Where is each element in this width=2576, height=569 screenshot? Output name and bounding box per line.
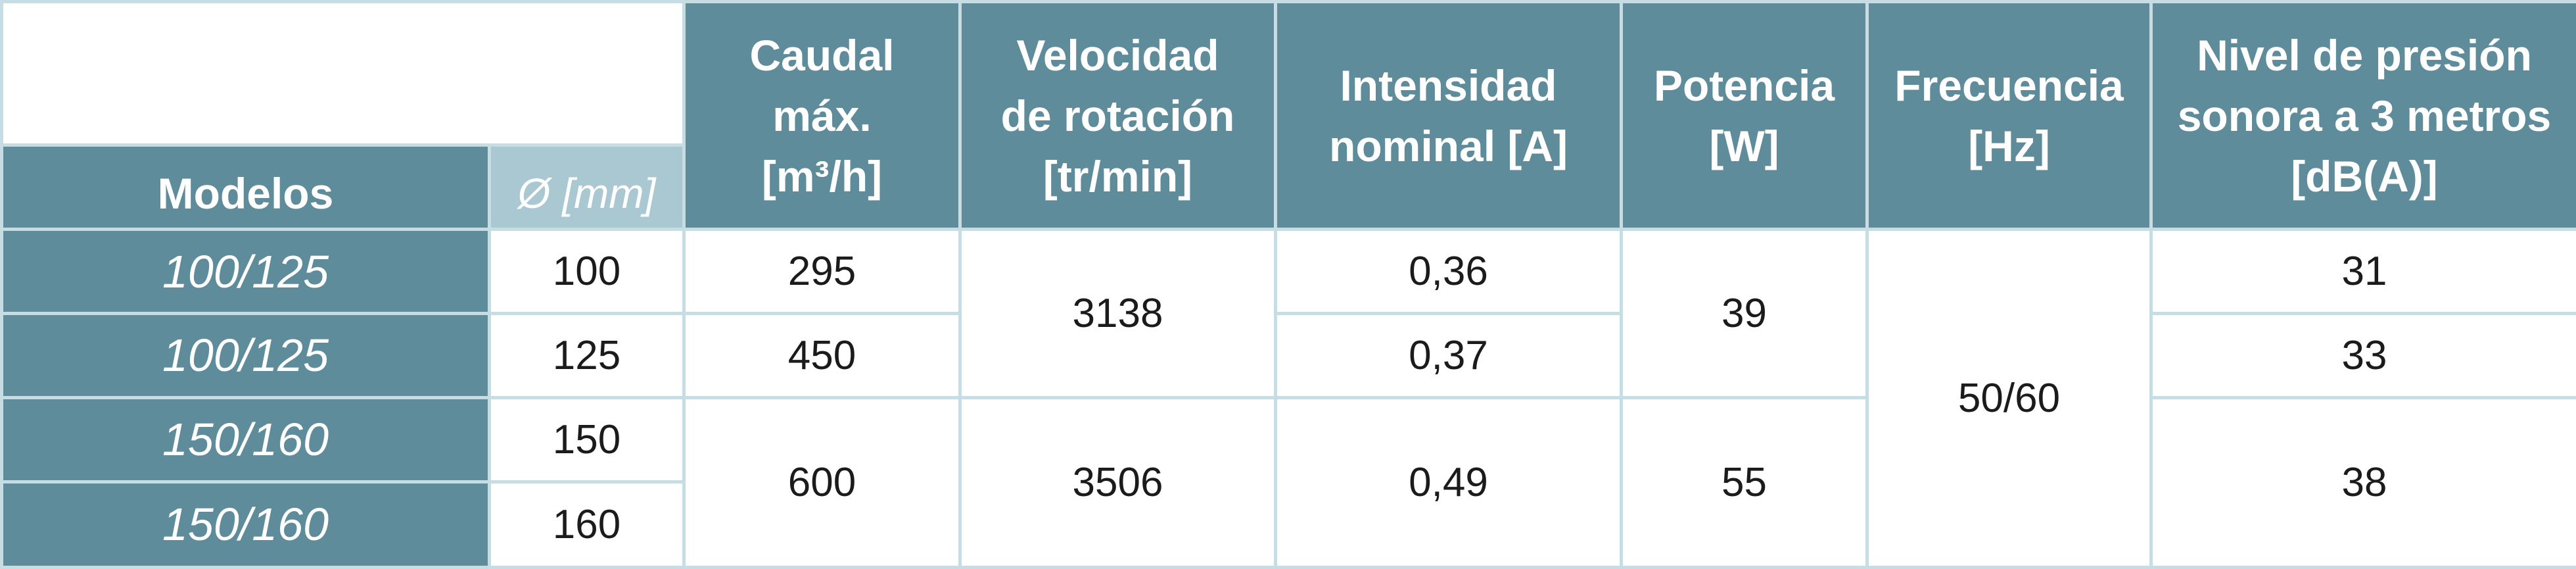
diameter-cell: 160	[488, 480, 686, 569]
diameter-cell: 150	[488, 395, 686, 483]
nivel-cell: 33	[2149, 312, 2576, 399]
header-intensidad: Intensidad nominal [A]	[1274, 0, 1623, 232]
header-row-bottom: Modelos Ø [mm]	[0, 143, 2576, 232]
velocidad-cell: 3506	[958, 395, 1277, 569]
header-modelos: Modelos	[0, 143, 491, 232]
diameter-cell: 100	[488, 228, 686, 315]
diameter-cell: 125	[488, 312, 686, 399]
table-row: 100/125 125 450 0,37 33	[0, 312, 2576, 399]
header-frecuencia: Frecuencia [Hz]	[1865, 0, 2153, 232]
table-row: 150/160 150 600 3506 0,49 55 38	[0, 395, 2576, 569]
frecuencia-cell: 50/60	[1865, 228, 2153, 569]
potencia-cell: 55	[1620, 395, 1869, 569]
intensidad-cell: 0,36	[1274, 228, 1623, 315]
table-row: 150/160 160	[0, 480, 2576, 569]
header-potencia: Potencia [W]	[1620, 0, 1869, 232]
caudal-cell: 450	[682, 312, 962, 399]
header-diametro: Ø [mm]	[488, 143, 686, 232]
header-nivel-presion: Nivel de presión sonora a 3 metros [dB(A…	[2149, 0, 2576, 232]
intensidad-cell: 0,37	[1274, 312, 1623, 399]
model-cell: 100/125	[0, 228, 491, 315]
nivel-cell: 31	[2149, 228, 2576, 315]
velocidad-cell: 3138	[958, 228, 1277, 399]
nivel-cell: 38	[2149, 395, 2576, 569]
table-row: 100/125 100 295 3138 0,36 39 50/60 31	[0, 228, 2576, 569]
header-row-top: Caudal máx. [m³/h] Velocidad de rotación…	[0, 0, 2576, 232]
model-cell: 150/160	[0, 480, 491, 569]
potencia-cell: 39	[1620, 228, 1869, 399]
caudal-cell: 600	[682, 395, 962, 569]
header-blank-corner	[0, 0, 686, 147]
header-velocidad: Velocidad de rotación [tr/min]	[958, 0, 1277, 232]
intensidad-cell: 0,49	[1274, 395, 1623, 569]
model-cell: 150/160	[0, 395, 491, 483]
header-caudal: Caudal máx. [m³/h]	[682, 0, 962, 232]
model-cell: 100/125	[0, 312, 491, 399]
caudal-cell: 295	[682, 228, 962, 315]
